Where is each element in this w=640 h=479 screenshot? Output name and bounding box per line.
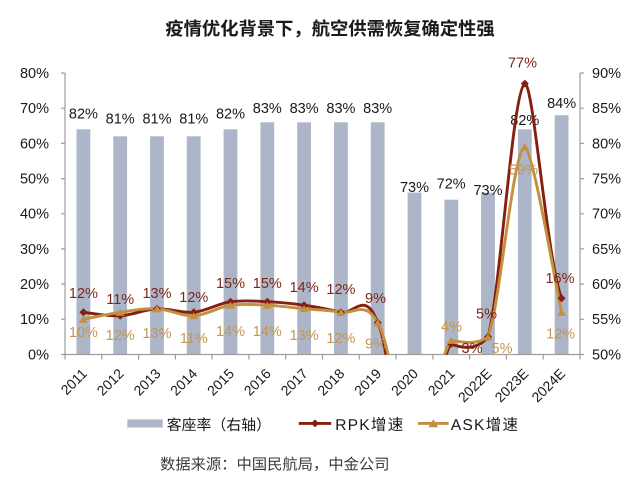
- svg-text:40%: 40%: [20, 207, 49, 223]
- svg-text:5%: 5%: [492, 341, 513, 357]
- svg-text:50%: 50%: [20, 172, 49, 188]
- svg-text:30%: 30%: [20, 242, 49, 258]
- svg-text:12%: 12%: [546, 327, 575, 343]
- svg-text:72%: 72%: [437, 177, 466, 193]
- svg-text:65%: 65%: [592, 242, 621, 258]
- svg-text:81%: 81%: [179, 112, 208, 128]
- svg-text:84%: 84%: [547, 96, 576, 112]
- svg-text:14%: 14%: [253, 324, 282, 340]
- svg-text:85%: 85%: [592, 101, 621, 117]
- svg-text:83%: 83%: [326, 101, 355, 117]
- svg-text:81%: 81%: [106, 112, 135, 128]
- svg-text:70%: 70%: [592, 207, 621, 223]
- svg-text:80%: 80%: [20, 66, 49, 82]
- svg-text:4%: 4%: [441, 320, 462, 336]
- svg-text:83%: 83%: [253, 101, 282, 117]
- svg-text:77%: 77%: [508, 56, 537, 72]
- svg-text:13%: 13%: [142, 326, 171, 342]
- svg-text:60%: 60%: [20, 136, 49, 152]
- svg-text:14%: 14%: [216, 324, 245, 340]
- svg-text:82%: 82%: [216, 107, 245, 123]
- svg-text:11%: 11%: [106, 292, 134, 308]
- svg-text:10%: 10%: [20, 312, 49, 328]
- svg-text:83%: 83%: [363, 101, 392, 117]
- svg-text:3%: 3%: [462, 341, 483, 357]
- svg-text:15%: 15%: [253, 276, 282, 292]
- svg-text:82%: 82%: [69, 107, 98, 123]
- svg-text:75%: 75%: [592, 172, 621, 188]
- svg-text:12%: 12%: [326, 331, 355, 347]
- svg-text:20%: 20%: [20, 277, 49, 293]
- svg-text:55%: 55%: [592, 312, 621, 328]
- svg-text:73%: 73%: [400, 180, 429, 196]
- svg-text:12%: 12%: [106, 328, 135, 344]
- svg-text:12%: 12%: [69, 286, 98, 302]
- svg-text:90%: 90%: [592, 66, 621, 82]
- svg-text:9%: 9%: [365, 291, 386, 307]
- svg-text:16%: 16%: [545, 271, 574, 287]
- svg-text:0%: 0%: [28, 347, 49, 363]
- svg-text:73%: 73%: [473, 183, 502, 199]
- svg-text:81%: 81%: [142, 112, 171, 128]
- svg-text:12%: 12%: [179, 290, 208, 306]
- svg-text:15%: 15%: [216, 276, 245, 292]
- svg-text:11%: 11%: [180, 331, 208, 347]
- svg-text:80%: 80%: [592, 136, 621, 152]
- svg-text:5%: 5%: [476, 307, 497, 323]
- svg-text:59%: 59%: [509, 163, 538, 179]
- svg-text:83%: 83%: [290, 101, 319, 117]
- svg-text:9%: 9%: [365, 337, 386, 353]
- svg-text:50%: 50%: [592, 347, 621, 363]
- svg-text:10%: 10%: [69, 325, 98, 341]
- svg-text:60%: 60%: [592, 277, 621, 293]
- svg-text:14%: 14%: [290, 280, 319, 296]
- svg-text:13%: 13%: [290, 328, 319, 344]
- svg-text:70%: 70%: [20, 101, 49, 117]
- svg-text:12%: 12%: [326, 282, 355, 298]
- svg-text:13%: 13%: [142, 286, 171, 302]
